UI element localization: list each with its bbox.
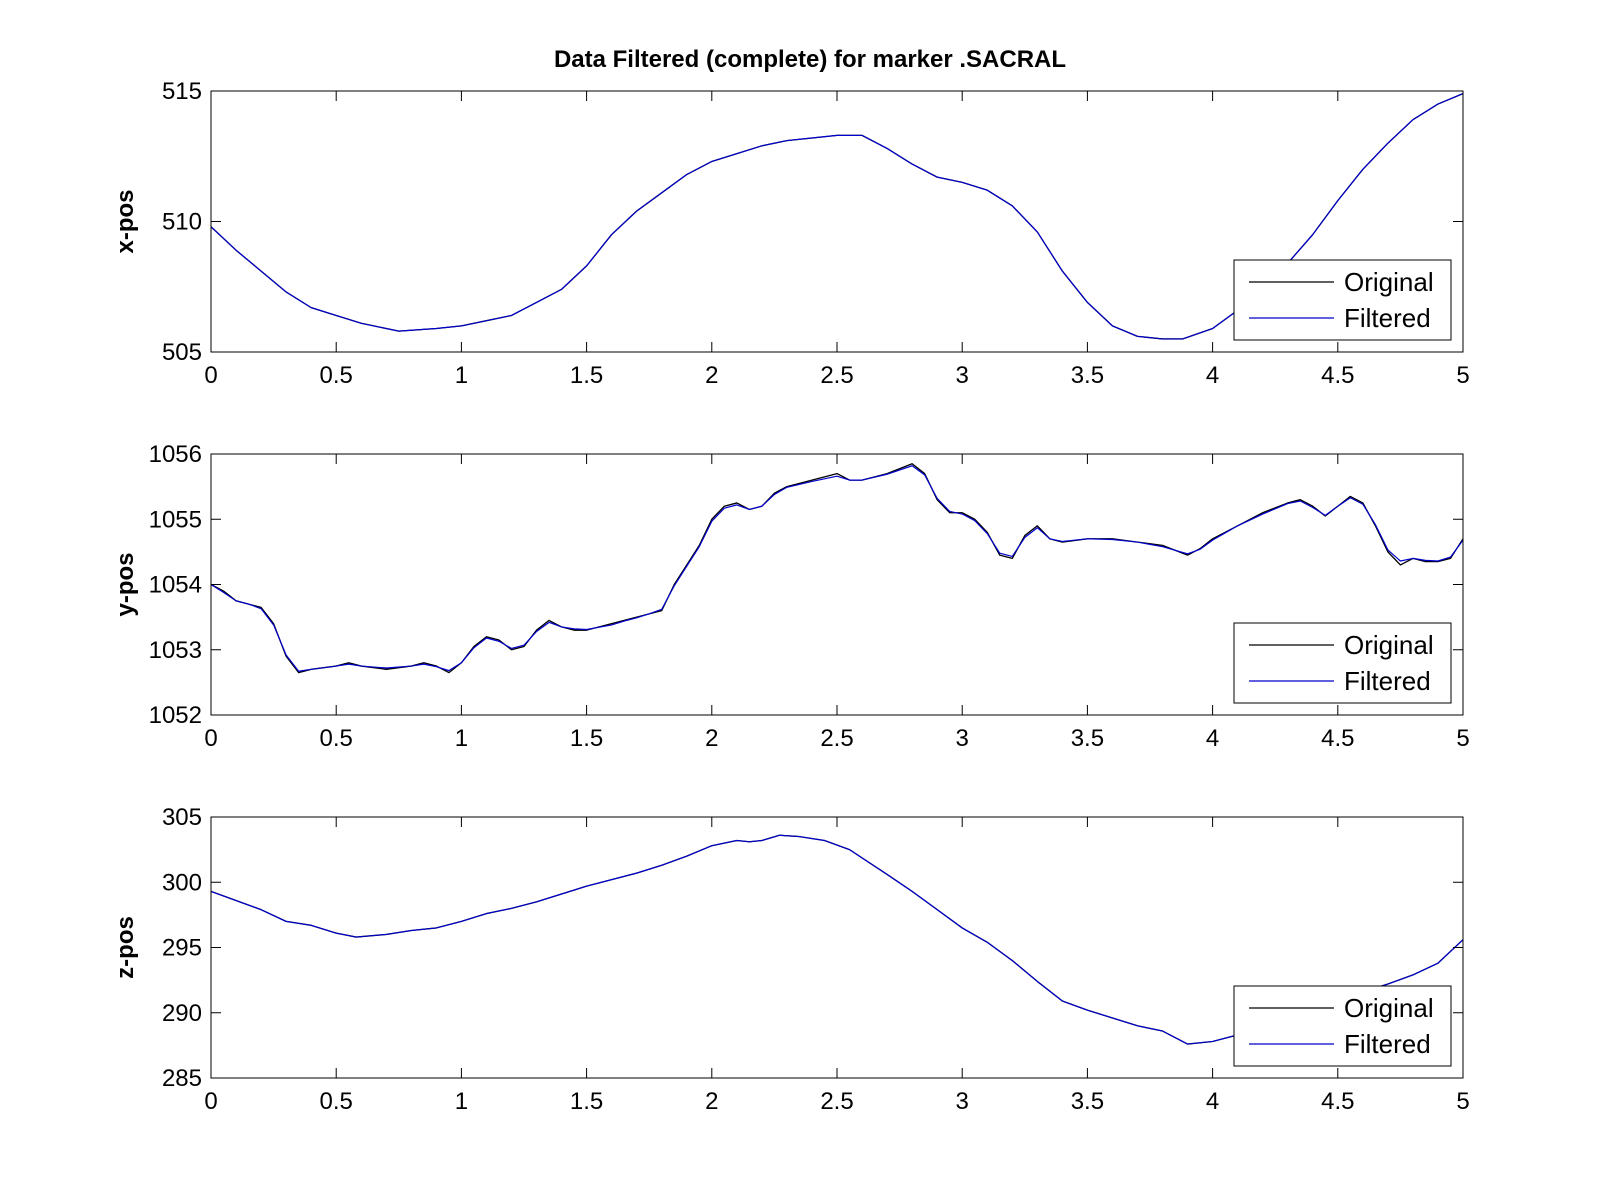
x-tick-label: 4.5: [1321, 1088, 1354, 1115]
y-axis-label: x-pos: [112, 189, 139, 253]
legend-label: Original: [1344, 267, 1434, 297]
legend: Original Filtered: [1233, 622, 1452, 704]
y-tick-label: 1053: [149, 637, 202, 664]
y-tick-label: 1054: [149, 572, 202, 599]
x-tick-label: 4: [1206, 362, 1219, 389]
x-tick-label: 4: [1206, 725, 1219, 752]
x-tick-label: 0.5: [320, 362, 353, 389]
x-tick-label: 1.5: [570, 1088, 603, 1115]
legend-label: Filtered: [1344, 666, 1431, 696]
y-tick-label: 510: [162, 209, 202, 236]
x-tick-label: 2.5: [820, 725, 853, 752]
legend-label: Filtered: [1344, 303, 1431, 333]
y-tick-label: 1055: [149, 506, 202, 533]
legend-label: Original: [1344, 630, 1434, 660]
figure-title: Data Filtered (complete) for marker .SAC…: [554, 46, 1066, 73]
legend: Original Filtered: [1233, 985, 1452, 1067]
legend-box: [1233, 985, 1452, 1067]
y-tick-label: 505: [162, 339, 202, 366]
series-line-filtered: [210, 465, 1464, 672]
y-axis-label: y-pos: [112, 552, 139, 616]
legend-box: [1233, 622, 1452, 704]
x-tick-label: 3: [956, 362, 969, 389]
x-tick-label: 4: [1206, 1088, 1219, 1115]
x-tick-label: 3.5: [1071, 362, 1104, 389]
subplot-x-pos: 0 0.5 1 1.5 2 2.5 3 3.5 4 4.5 5 505 510 515 x-pos Origi…: [112, 78, 1470, 389]
subplot-z-pos: 0 0.5 1 1.5 2 2.5 3 3.5 4 4.5 5 285 290 295 300 305 z-po…: [112, 804, 1470, 1115]
x-tick-label: 4.5: [1321, 725, 1354, 752]
x-tick-label: 3: [956, 1088, 969, 1115]
x-tick-label: 0: [204, 1088, 217, 1115]
x-tick-label: 1: [455, 362, 468, 389]
y-tick-label: 305: [162, 804, 202, 831]
x-tick-label: 2: [705, 1088, 718, 1115]
series-line-original: [210, 463, 1464, 674]
x-tick-label: 0.5: [320, 725, 353, 752]
x-tick-label: 1: [455, 1088, 468, 1115]
x-tick-label: 1.5: [570, 725, 603, 752]
x-tick-label: 2: [705, 725, 718, 752]
y-tick-label: 295: [162, 935, 202, 962]
y-axis-label: z-pos: [112, 916, 139, 979]
x-tick-label: 3.5: [1071, 1088, 1104, 1115]
legend-label: Original: [1344, 993, 1434, 1023]
x-tick-label: 5: [1456, 1088, 1469, 1115]
x-tick-label: 1.5: [570, 362, 603, 389]
x-tick-label: 1: [455, 725, 468, 752]
x-tick-label: 5: [1456, 725, 1469, 752]
y-tick-label: 285: [162, 1065, 202, 1092]
legend: Original Filtered: [1233, 259, 1452, 341]
x-tick-label: 2: [705, 362, 718, 389]
y-tick-label: 1052: [149, 702, 202, 729]
axes-container: 0 0.5 1 1.5 2 2.5 3 3.5 4 4.5 5505510515x-posOrigi…: [112, 78, 1470, 1115]
y-tick-label: 1056: [149, 441, 202, 468]
subplot-y-pos: 0 0.5 1 1.5 2 2.5 3 3.5 4 4.5 5 1052 1053 1054 1055 105…: [112, 441, 1470, 752]
x-tick-label: 0.5: [320, 1088, 353, 1115]
x-tick-label: 0: [204, 725, 217, 752]
y-tick-label: 515: [162, 78, 202, 105]
x-tick-label: 3: [956, 725, 969, 752]
x-tick-label: 5: [1456, 362, 1469, 389]
x-tick-label: 3.5: [1071, 725, 1104, 752]
legend-label: Filtered: [1344, 1029, 1431, 1059]
x-tick-label: 2.5: [820, 362, 853, 389]
y-tick-label: 290: [162, 1000, 202, 1027]
x-tick-label: 2.5: [820, 1088, 853, 1115]
legend-box: [1233, 259, 1452, 341]
x-tick-label: 0: [204, 362, 217, 389]
y-tick-label: 300: [162, 869, 202, 896]
x-tick-label: 4.5: [1321, 362, 1354, 389]
